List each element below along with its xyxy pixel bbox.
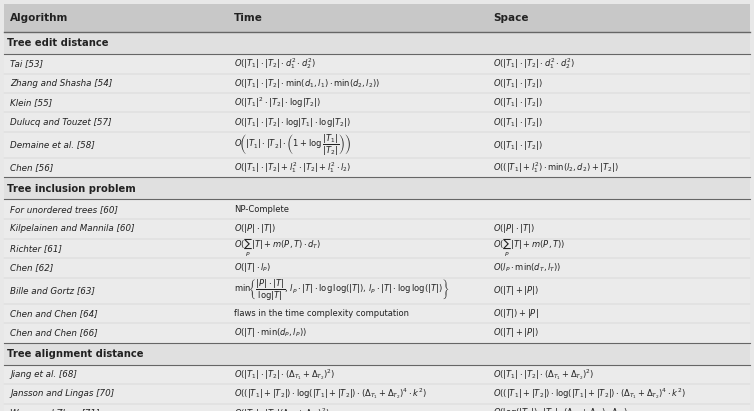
Text: Bille and Gortz [63]: Bille and Gortz [63]	[10, 286, 95, 295]
Text: $O(\sum_P |T|+m(P,T)\cdot d_T)$: $O(\sum_P |T|+m(P,T)\cdot d_T)$	[234, 237, 321, 259]
Bar	[4, 219, 750, 238]
Bar	[4, 93, 750, 113]
Text: $O(|T|+|P|)$: $O(|T|+|P|)$	[493, 326, 540, 339]
Bar	[4, 404, 750, 411]
Text: $O(|T|+|P|)$: $O(|T|+|P|)$	[493, 284, 540, 297]
Text: Tai [53]: Tai [53]	[10, 59, 43, 68]
Text: $O(\sum_P |T|+m(P,T))$: $O(\sum_P |T|+m(P,T))$	[493, 237, 566, 259]
Text: Jiang et al. [68]: Jiang et al. [68]	[10, 370, 77, 379]
Text: $O(|T_1|\cdot |T_2|\cdot d_1^2\cdot d_2^2)$: $O(|T_1|\cdot |T_2|\cdot d_1^2\cdot d_2^…	[493, 56, 575, 71]
Text: Tree edit distance: Tree edit distance	[7, 38, 109, 48]
Text: $O(|P|\cdot |T|)$: $O(|P|\cdot |T|)$	[234, 222, 275, 235]
Text: Kilpelainen and Mannila [60]: Kilpelainen and Mannila [60]	[10, 224, 134, 233]
Text: NP-Complete: NP-Complete	[234, 205, 289, 214]
Text: $O(|T_1|\cdot |T_2|\cdot \log |T_1|\cdot \log |T_2|)$: $O(|T_1|\cdot |T_2|\cdot \log |T_1|\cdot…	[234, 116, 351, 129]
Text: $O((|T_1|+|T_2|)\cdot \log(|T_1|+|T_2|)\cdot (\Delta_{T_1}+\Delta_{T_2})^4\cdot : $O((|T_1|+|T_2|)\cdot \log(|T_1|+|T_2|)\…	[493, 386, 686, 401]
Text: Dulucq and Touzet [57]: Dulucq and Touzet [57]	[10, 118, 112, 127]
Bar	[4, 303, 750, 323]
Bar	[4, 323, 750, 342]
Bar	[4, 113, 750, 132]
Text: Chen and Chen [66]: Chen and Chen [66]	[10, 328, 97, 337]
Bar	[4, 158, 750, 178]
Text: $O(|T_1|\cdot |T_2|\cdot (\Delta_{T_1}+\Delta_{T_2})^2)$: $O(|T_1|\cdot |T_2|\cdot (\Delta_{T_1}+\…	[493, 367, 595, 382]
Bar	[4, 384, 750, 404]
Text: Jansson and Lingas [70]: Jansson and Lingas [70]	[10, 389, 114, 398]
Bar	[4, 258, 750, 277]
Bar	[4, 277, 750, 303]
Text: $\min\!\left\{\dfrac{|P|\cdot|T|}{\log|T|},\, l_P\cdot|T|\cdot\log\log(|T|),\, l: $\min\!\left\{\dfrac{|P|\cdot|T|}{\log|T…	[234, 278, 449, 303]
Bar	[4, 365, 750, 384]
Text: Richter [61]: Richter [61]	[10, 244, 62, 253]
Bar	[4, 199, 750, 219]
Text: $O(|T_1|\cdot |T_2|\cdot d_1^2\cdot d_2^2)$: $O(|T_1|\cdot |T_2|\cdot d_1^2\cdot d_2^…	[234, 56, 315, 71]
Bar	[4, 4, 750, 32]
Text: Chen and Chen [64]: Chen and Chen [64]	[10, 309, 97, 318]
Text: $O(|T_1|\cdot |T_2|)$: $O(|T_1|\cdot |T_2|)$	[493, 139, 543, 152]
Bar	[4, 74, 750, 93]
Text: flaws in the time complexity computation: flaws in the time complexity computation	[234, 309, 409, 318]
Text: $O(|P|\cdot |T|)$: $O(|P|\cdot |T|)$	[493, 222, 535, 235]
Text: Tree alignment distance: Tree alignment distance	[7, 349, 143, 358]
Text: Klein [55]: Klein [55]	[10, 98, 52, 107]
Bar	[4, 342, 750, 365]
Text: $O(|T|\cdot \min(d_P, l_P))$: $O(|T|\cdot \min(d_P, l_P))$	[234, 326, 307, 339]
Text: $O(|T_1|^2\cdot |T_2|\cdot \log |T_2|)$: $O(|T_1|^2\cdot |T_2|\cdot \log |T_2|)$	[234, 95, 321, 110]
Text: $O((|T_1|+l_1^2)\cdot \min(l_2, d_2)+|T_2|)$: $O((|T_1|+l_1^2)\cdot \min(l_2, d_2)+|T_…	[493, 160, 620, 175]
Text: $O(|T_1|\cdot |T_2|(\Delta_{T_1}+\Delta_{T_2})^2)$: $O(|T_1|\cdot |T_2|(\Delta_{T_1}+\Delta_…	[234, 406, 329, 411]
Text: $O((|T_1|+|T_2|)\cdot \log(|T_1|+|T_2|)\cdot (\Delta_{T_1}+\Delta_{T_2})^4\cdot : $O((|T_1|+|T_2|)\cdot \log(|T_1|+|T_2|)\…	[234, 386, 427, 401]
Text: $O(|T_1|\cdot |T_2|)$: $O(|T_1|\cdot |T_2|)$	[493, 116, 543, 129]
Text: $O\!\left(|T_1|\cdot |T_2|\cdot \left(1+\log\dfrac{|T_1|}{|T_2|}\right)\right)$: $O\!\left(|T_1|\cdot |T_2|\cdot \left(1+…	[234, 132, 351, 157]
Text: $O(\log(|T_1|)\cdot |T_2|\cdot (\Delta_{T_1}+\Delta_{T_2})\cdot \Delta_{T_1})$: $O(\log(|T_1|)\cdot |T_2|\cdot (\Delta_{…	[493, 406, 629, 411]
Text: $O(|T_1|\cdot |T_2|+l_1^2\cdot |T_2|+l_1^2\cdot l_2)$: $O(|T_1|\cdot |T_2|+l_1^2\cdot |T_2|+l_1…	[234, 160, 351, 175]
Text: $O(|T_1|\cdot |T_2|)$: $O(|T_1|\cdot |T_2|)$	[493, 96, 543, 109]
Bar	[4, 54, 750, 74]
Text: Demaine et al. [58]: Demaine et al. [58]	[10, 141, 95, 150]
Bar	[4, 132, 750, 158]
Text: Zhang and Shasha [54]: Zhang and Shasha [54]	[10, 79, 112, 88]
Text: $O(|T|)+|P|$: $O(|T|)+|P|$	[493, 307, 539, 320]
Text: Time: Time	[234, 13, 262, 23]
Bar	[4, 238, 750, 258]
Text: Chen [62]: Chen [62]	[10, 263, 54, 272]
Text: Wang and Zhao [71]: Wang and Zhao [71]	[10, 409, 100, 411]
Text: Algorithm: Algorithm	[10, 13, 69, 23]
Text: $O(|T_1|\cdot |T_2|\cdot \min(d_1, l_1)\cdot \min(d_2, l_2))$: $O(|T_1|\cdot |T_2|\cdot \min(d_1, l_1)\…	[234, 77, 380, 90]
Bar	[4, 32, 750, 54]
Text: Chen [56]: Chen [56]	[10, 163, 54, 172]
Text: Tree inclusion problem: Tree inclusion problem	[7, 183, 136, 194]
Text: For unordered trees [60]: For unordered trees [60]	[10, 205, 118, 214]
Text: Space: Space	[493, 13, 529, 23]
Bar	[4, 178, 750, 199]
Text: $O(|T_1|\cdot |T_2|)$: $O(|T_1|\cdot |T_2|)$	[493, 77, 543, 90]
Text: $O(l_P\cdot \min(d_T, l_T))$: $O(l_P\cdot \min(d_T, l_T))$	[493, 261, 562, 274]
Text: $O(|T_1|\cdot |T_2|\cdot (\Delta_{T_1}+\Delta_{T_2})^2)$: $O(|T_1|\cdot |T_2|\cdot (\Delta_{T_1}+\…	[234, 367, 336, 382]
Text: $O(|T|\cdot l_P)$: $O(|T|\cdot l_P)$	[234, 261, 271, 274]
